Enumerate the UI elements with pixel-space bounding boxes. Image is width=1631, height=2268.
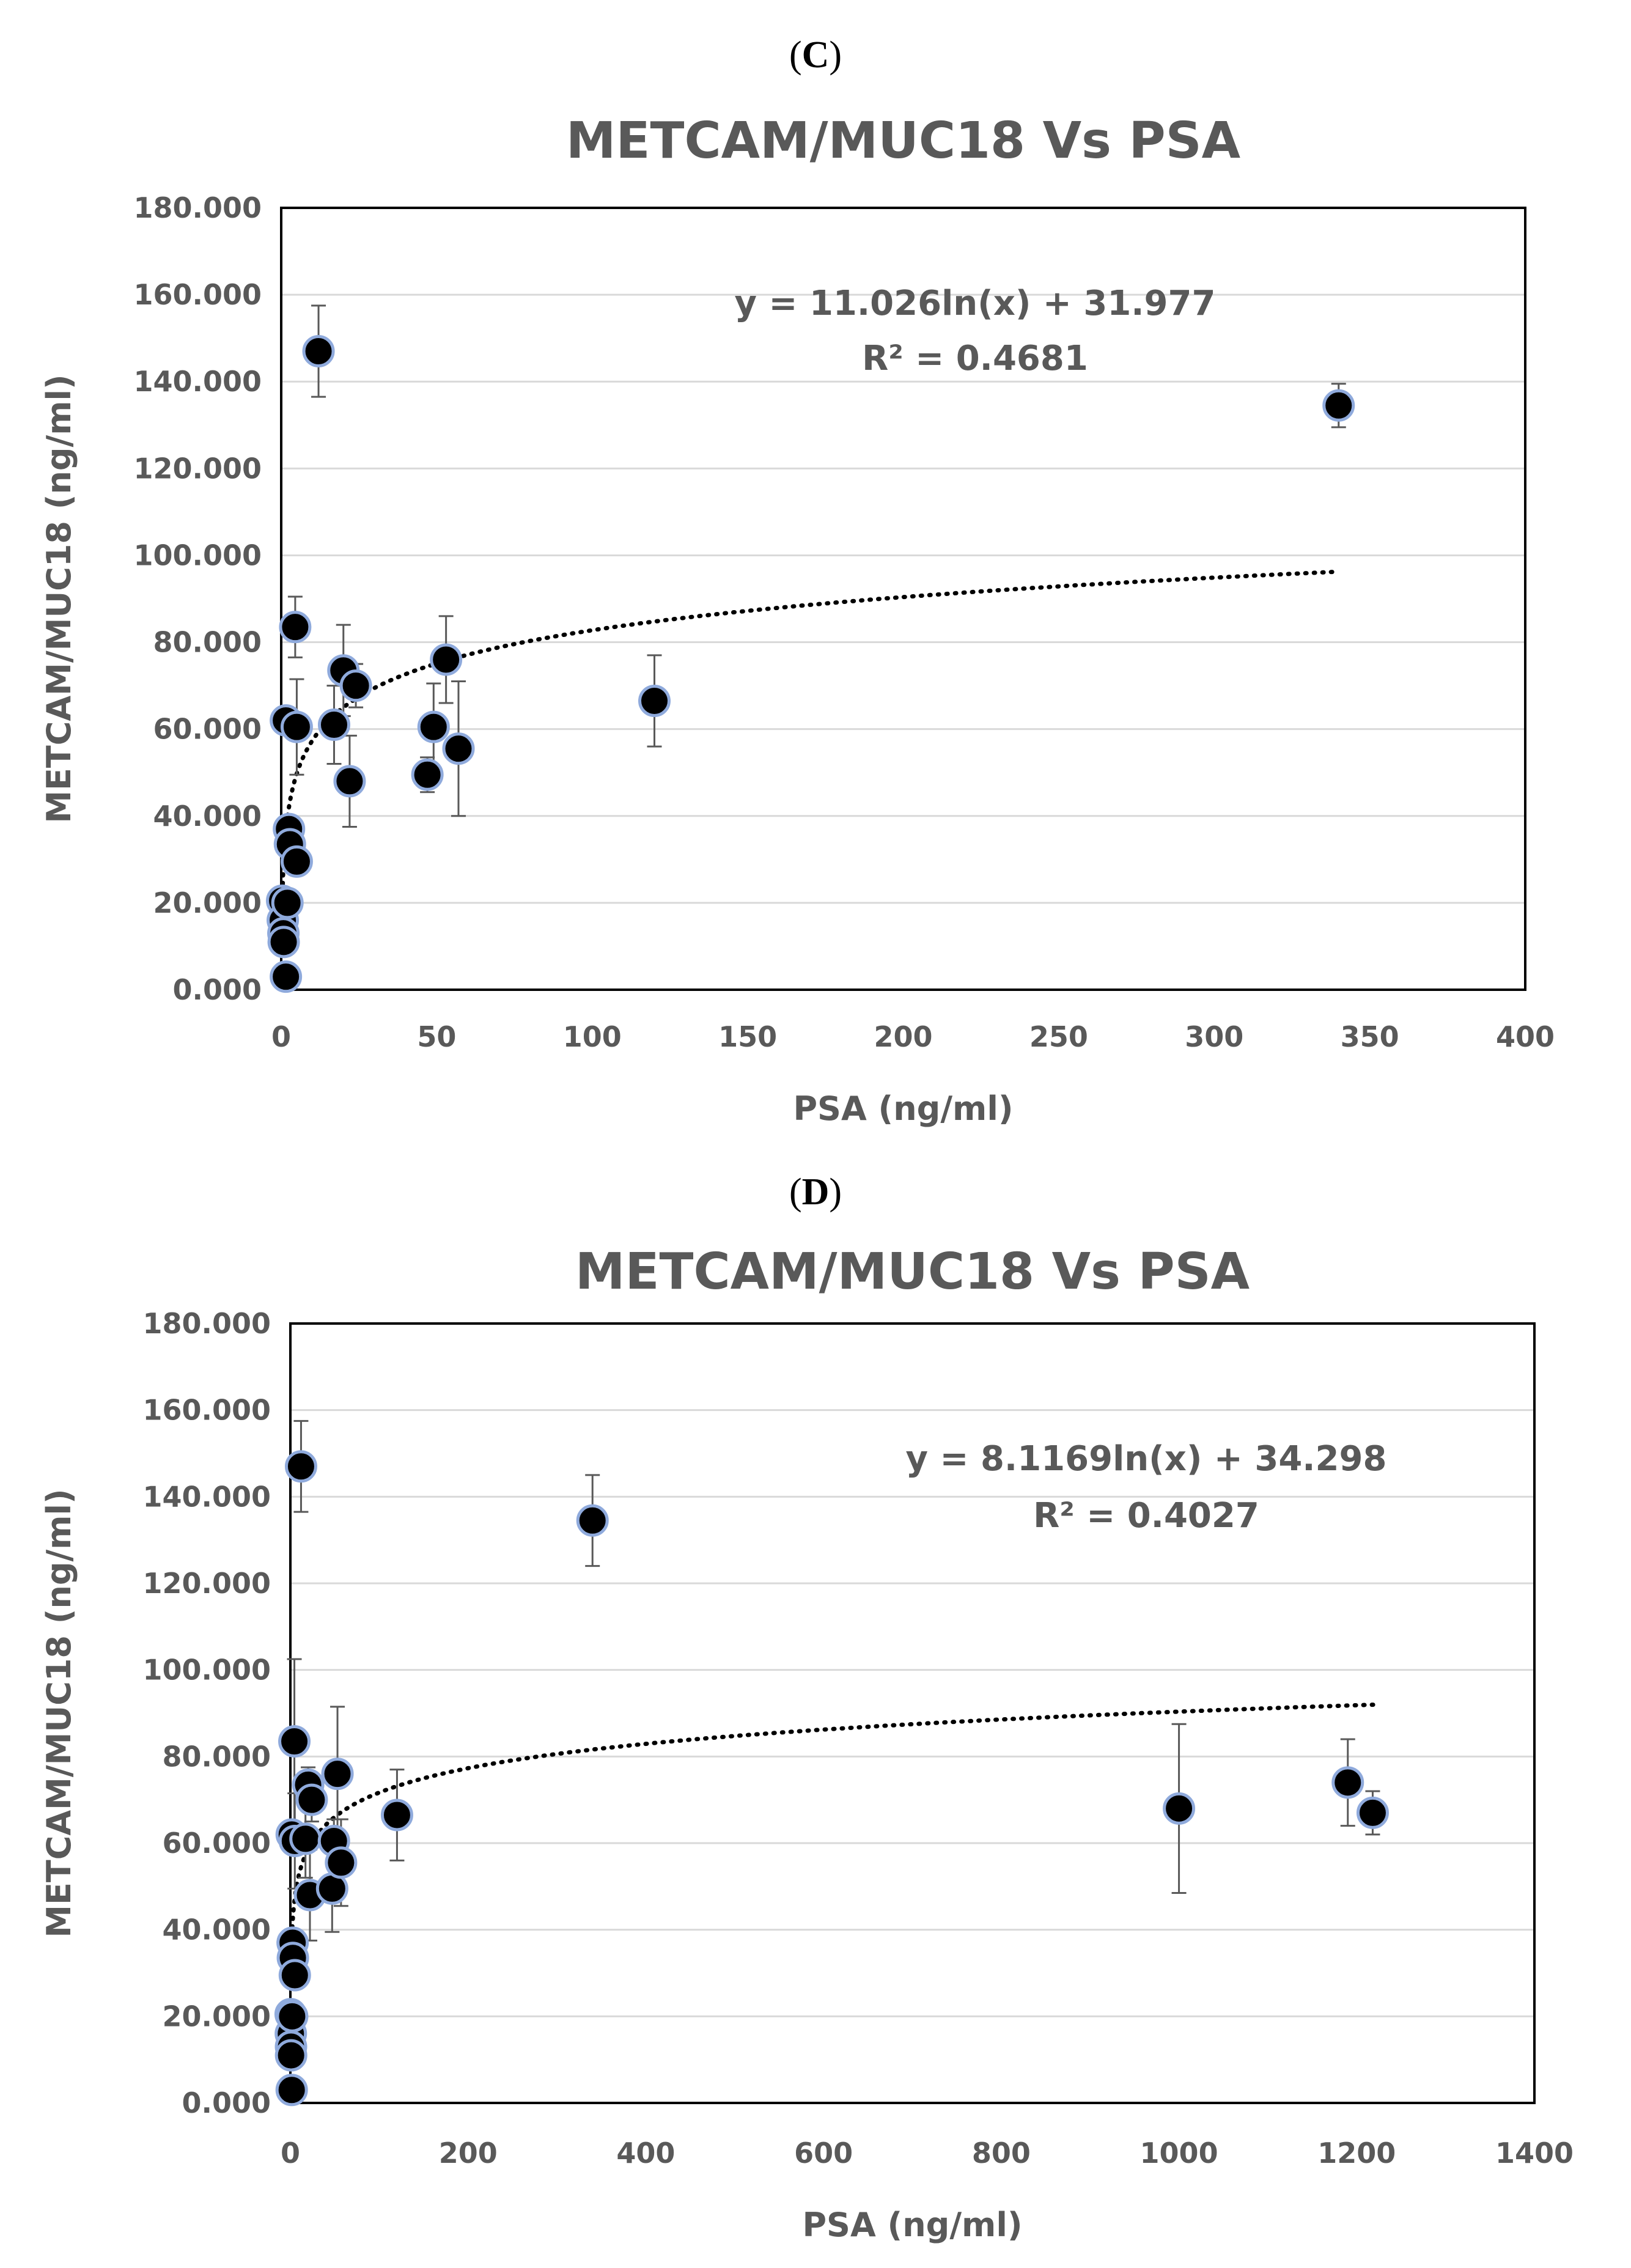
x-tick-label: 100 <box>563 1020 622 1053</box>
x-tick-label: 400 <box>1496 1020 1555 1053</box>
y-tick-label: 0.000 <box>182 2086 271 2119</box>
data-point <box>279 611 312 644</box>
data-point <box>284 1450 317 1483</box>
chart-title: METCAM/MUC18 Vs PSA <box>566 112 1241 170</box>
y-tick-label: 100.000 <box>133 539 262 572</box>
data-point <box>430 643 463 676</box>
regression-equation: y = 8.1169ln(x) + 34.298 <box>906 1439 1387 1479</box>
y-tick-label: 180.000 <box>133 191 262 224</box>
x-tick-label: 600 <box>794 2137 853 2170</box>
data-point <box>270 960 303 993</box>
panel-label: (D) <box>789 1171 842 1213</box>
x-tick-label: 50 <box>417 1020 456 1053</box>
trendline <box>289 1703 1377 1981</box>
data-point <box>295 1783 328 1816</box>
data-point <box>280 710 313 743</box>
y-tick-label: 20.000 <box>153 886 262 919</box>
chart-panel-d: (D) METCAM/MUC18 Vs PSA 0.000 20.000 40.000 6… <box>40 1171 1574 2244</box>
x-tick-label: 200 <box>439 2137 498 2170</box>
y-tick-label: 0.000 <box>172 973 262 1006</box>
data-point <box>278 1725 311 1758</box>
y-tick-label: 80.000 <box>153 626 262 659</box>
x-tick-label: 1000 <box>1140 2137 1218 2170</box>
x-tick-label: 300 <box>1185 1020 1243 1053</box>
y-tick-label: 180.000 <box>142 1307 271 1340</box>
data-point <box>333 765 366 798</box>
y-tick-label: 60.000 <box>162 1827 271 1860</box>
data-point <box>280 845 313 878</box>
x-tick-label: 400 <box>616 2137 675 2170</box>
y-tick-label: 20.000 <box>162 2000 271 2033</box>
data-point <box>267 926 300 959</box>
x-axis-title: PSA (ng/ml) <box>793 1089 1013 1128</box>
x-axis-title: PSA (ng/ml) <box>802 2206 1022 2244</box>
data-point <box>380 1799 413 1832</box>
chart-panel-c: (C) METCAM/MUC18 Vs PSA 0.000 20.000 40.000 6… <box>40 34 1555 1128</box>
r-squared-label: R² = 0.4027 <box>1033 1496 1259 1536</box>
data-point <box>278 1959 311 1992</box>
y-tick-label: 160.000 <box>142 1394 271 1427</box>
y-tick-label: 40.000 <box>153 800 262 833</box>
data-point <box>411 758 444 791</box>
data-point <box>271 886 304 919</box>
x-tick-label: 200 <box>874 1020 932 1053</box>
data-point <box>325 1846 358 1879</box>
data-point <box>638 684 671 717</box>
y-axis-title: METCAM/MUC18 (ng/ml) <box>40 1489 78 1937</box>
chart-title: METCAM/MUC18 Vs PSA <box>575 1243 1250 1301</box>
data-point <box>275 2074 308 2107</box>
x-tick-label: 0 <box>281 2137 300 2170</box>
data-point <box>276 2000 309 2033</box>
y-tick-label: 140.000 <box>142 1480 271 1513</box>
data-point <box>302 334 335 367</box>
data-point <box>289 1822 322 1855</box>
x-tick-label: 800 <box>972 2137 1031 2170</box>
y-tick-label: 140.000 <box>133 365 262 398</box>
data-point <box>1331 1766 1364 1799</box>
y-tick-label: 120.000 <box>142 1567 271 1600</box>
plot-area <box>280 207 1526 991</box>
y-tick-label: 40.000 <box>162 1913 271 1946</box>
y-tick-label: 80.000 <box>162 1740 271 1773</box>
data-point <box>1356 1796 1389 1829</box>
data-point <box>317 709 350 742</box>
x-tick-label: 0 <box>271 1020 291 1053</box>
data-point <box>1163 1792 1196 1825</box>
y-tick-label: 160.000 <box>133 278 262 311</box>
data-point <box>576 1504 609 1537</box>
data-point <box>274 2039 307 2072</box>
panel-label: (C) <box>789 34 842 76</box>
x-tick-label: 250 <box>1029 1020 1088 1053</box>
plot-area <box>289 1322 1536 2104</box>
data-point <box>1322 389 1355 422</box>
x-tick-label: 1200 <box>1317 2137 1396 2170</box>
regression-equation: y = 11.026ln(x) + 31.977 <box>735 284 1216 323</box>
y-tick-label: 60.000 <box>153 713 262 746</box>
r-squared-label: R² = 0.4681 <box>862 339 1088 378</box>
data-point <box>417 710 450 743</box>
x-tick-label: 350 <box>1341 1020 1399 1053</box>
y-tick-label: 100.000 <box>142 1654 271 1687</box>
data-point <box>339 669 372 702</box>
data-point <box>442 732 475 765</box>
x-tick-label: 1400 <box>1495 2137 1574 2170</box>
data-point <box>321 1758 354 1791</box>
x-tick-label: 150 <box>718 1020 777 1053</box>
y-tick-label: 120.000 <box>133 452 262 485</box>
y-axis-title: METCAM/MUC18 (ng/ml) <box>40 374 78 823</box>
